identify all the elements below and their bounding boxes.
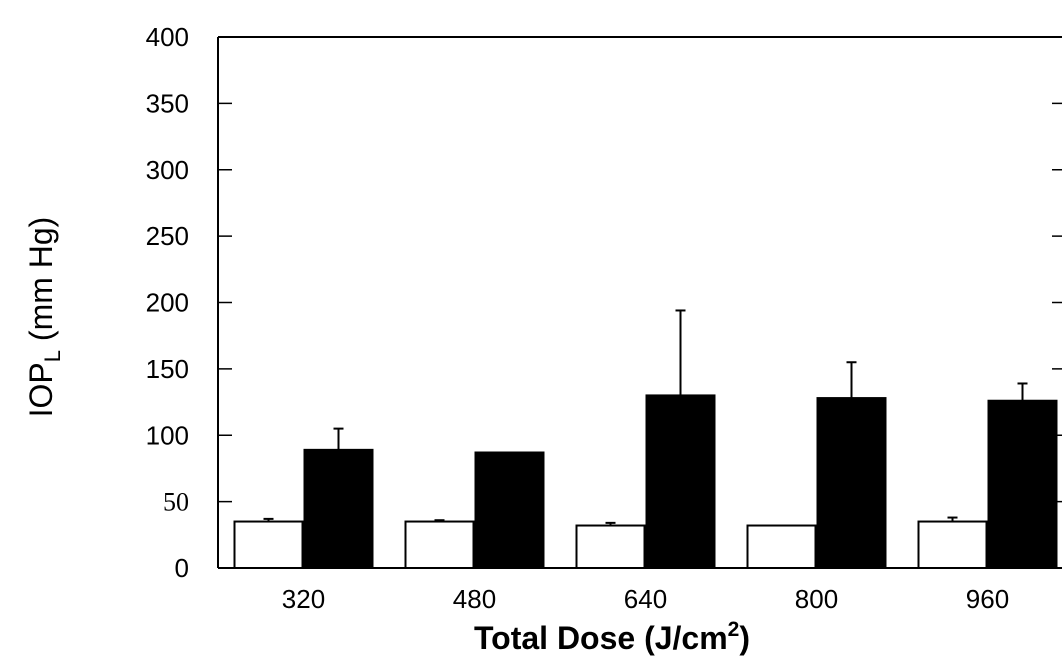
y-axis-title: IOPL (mm Hg) [23, 217, 65, 418]
x-axis-title-end: ) [739, 620, 750, 656]
x-tick-label: 640 [624, 584, 667, 614]
y-tick-label: 100 [146, 420, 189, 450]
bar [987, 399, 1058, 569]
y-tick-label: 0 [175, 553, 189, 583]
x-axis-title-main: Total Dose (J/cm [474, 620, 728, 656]
y-tick-label: 350 [146, 88, 189, 118]
x-tick-label: 800 [795, 584, 838, 614]
x-tick-label: 960 [966, 584, 1009, 614]
y-tick-label: 150 [146, 354, 189, 384]
x-tick-label: 480 [453, 584, 496, 614]
svg-text:IOPL (mm Hg): IOPL (mm Hg) [23, 217, 65, 418]
y-tick-label: 400 [146, 22, 189, 52]
bar [917, 520, 988, 569]
bar [575, 524, 646, 570]
y-tick-label: 200 [146, 288, 189, 318]
y-tick-label: 50 [163, 488, 189, 517]
x-axis-title: Total Dose (J/cm2) [474, 618, 750, 656]
y-axis-title-main: IOP [23, 362, 59, 417]
bar [474, 451, 545, 570]
bar [303, 448, 374, 570]
x-tick-label: 320 [282, 584, 325, 614]
x-axis-title-superscript: 2 [728, 618, 740, 641]
y-axis-title-units: (mm Hg) [23, 217, 59, 350]
bar [404, 520, 475, 569]
y-tick-label: 300 [146, 155, 189, 185]
plot-area: 0 50 100 150 200 250 300 350 400 320 480 640 800 960 [146, 22, 1062, 614]
y-tick-label: 250 [146, 221, 189, 251]
y-axis-title-subscript: L [40, 350, 65, 362]
bar [816, 397, 887, 569]
bar [746, 524, 817, 570]
bar [233, 520, 304, 569]
bar [645, 394, 716, 569]
